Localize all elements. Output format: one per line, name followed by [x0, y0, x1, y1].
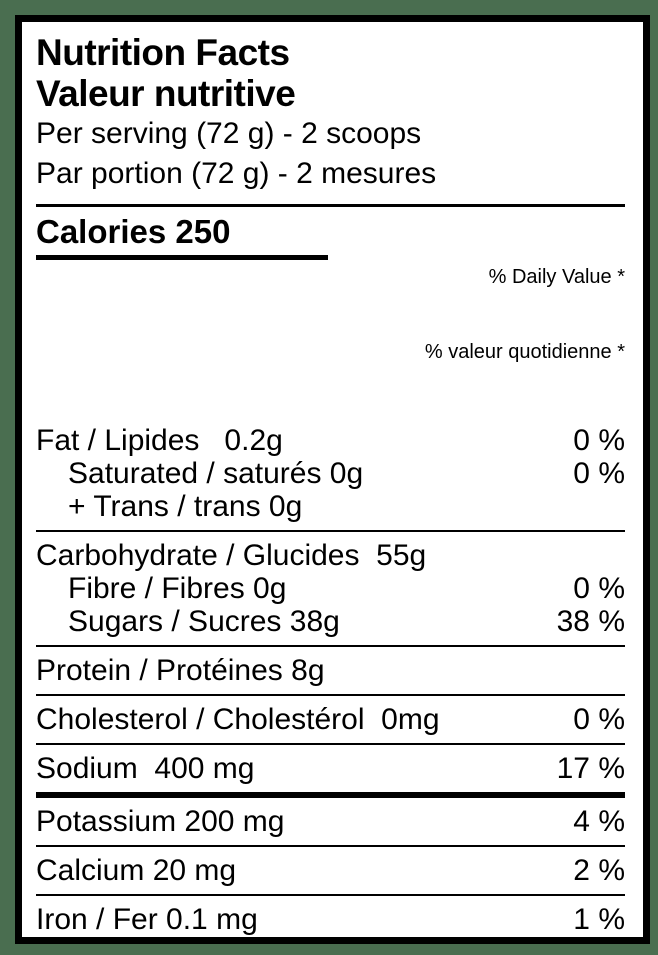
nutrient-row: Fibre / Fibres 0g 0 %	[36, 572, 625, 605]
nutrient-row: Sugars / Sucres 38g 38 %	[36, 605, 625, 638]
nutrient-name: + Trans / trans 0g	[68, 490, 303, 523]
nutrient-name: Cholesterol / Cholestérol 0mg	[36, 703, 440, 736]
nutrient-rows: Fat / Lipides 0.2g 0 % Saturated / saturés…	[36, 424, 625, 944]
divider-thin	[36, 894, 625, 896]
divider-thin	[36, 694, 625, 696]
daily-value-header-group: % Daily Value * % valeur quotidienne *	[425, 213, 625, 415]
nutrient-name: Fibre / Fibres 0g	[68, 572, 287, 605]
divider-thin	[36, 845, 625, 847]
calories-section: Calories 250 % Daily Value * % valeur qu…	[36, 213, 625, 415]
nutrition-facts-label: Nutrition Facts Valeur nutritive Per ser…	[15, 15, 650, 944]
nutrient-name: Sugars / Sucres 38g	[68, 605, 340, 638]
divider-thick	[36, 792, 625, 798]
nutrient-name: Sodium 400 mg	[36, 752, 255, 785]
nutrient-daily-value: 0 %	[573, 457, 625, 490]
nutrient-daily-value: 4 %	[573, 805, 625, 838]
nutrient-row: Iron / Fer 0.1 mg 1 %	[36, 903, 625, 936]
divider-thin	[36, 743, 625, 745]
nutrient-daily-value: 2 %	[573, 854, 625, 887]
divider-thin	[36, 943, 625, 944]
serving-size-french: Par portion (72 g) - 2 mesures	[36, 157, 437, 190]
nutrient-name: Iron / Fer 0.1 mg	[36, 903, 258, 936]
nutrient-name: Fat / Lipides 0.2g	[36, 424, 283, 457]
nutrient-daily-value: 1 %	[573, 903, 625, 936]
nutrient-row: Saturated / saturés 0g 0 %	[36, 457, 625, 490]
nutrient-row: Protein / Protéines 8g	[36, 654, 625, 687]
nutrient-daily-value: 0 %	[573, 703, 625, 736]
nutrient-row: Calcium 20 mg 2 %	[36, 854, 625, 887]
calories-underline	[36, 255, 328, 260]
nutrient-row: Potassium 200 mg 4 %	[36, 805, 625, 838]
nutrient-daily-value: 17 %	[556, 752, 625, 785]
nutrient-name: Carbohydrate / Glucides 55g	[36, 539, 427, 572]
title-french: Valeur nutritive	[36, 73, 296, 114]
daily-value-header-english: % Daily Value *	[488, 266, 625, 288]
nutrient-row: + Trans / trans 0g	[36, 490, 625, 523]
nutrient-row: Sodium 400 mg 17 %	[36, 752, 625, 785]
header-divider	[36, 204, 625, 207]
nutrient-row: Carbohydrate / Glucides 55g	[36, 539, 625, 572]
calories-heading: Calories 250	[36, 213, 231, 250]
nutrient-daily-value: 38 %	[556, 605, 625, 638]
nutrient-name: Calcium 20 mg	[36, 854, 237, 887]
nutrient-row: Fat / Lipides 0.2g 0 %	[36, 424, 625, 457]
title-english: Nutrition Facts	[36, 32, 290, 73]
nutrient-name: Protein / Protéines 8g	[36, 654, 325, 687]
calories-heading-group: Calories 250	[36, 213, 328, 260]
nutrient-name: Saturated / saturés 0g	[68, 457, 364, 490]
nutrient-name: Potassium 200 mg	[36, 805, 285, 838]
nutrient-row: Cholesterol / Cholestérol 0mg 0 %	[36, 703, 625, 736]
daily-value-header-french: % valeur quotidienne *	[424, 341, 625, 363]
divider-thin	[36, 645, 625, 647]
nutrient-daily-value: 0 %	[573, 572, 625, 605]
nutrient-daily-value: 0 %	[573, 424, 625, 457]
serving-size-english: Per serving (72 g) - 2 scoops	[36, 117, 422, 150]
divider-thin	[36, 530, 625, 532]
